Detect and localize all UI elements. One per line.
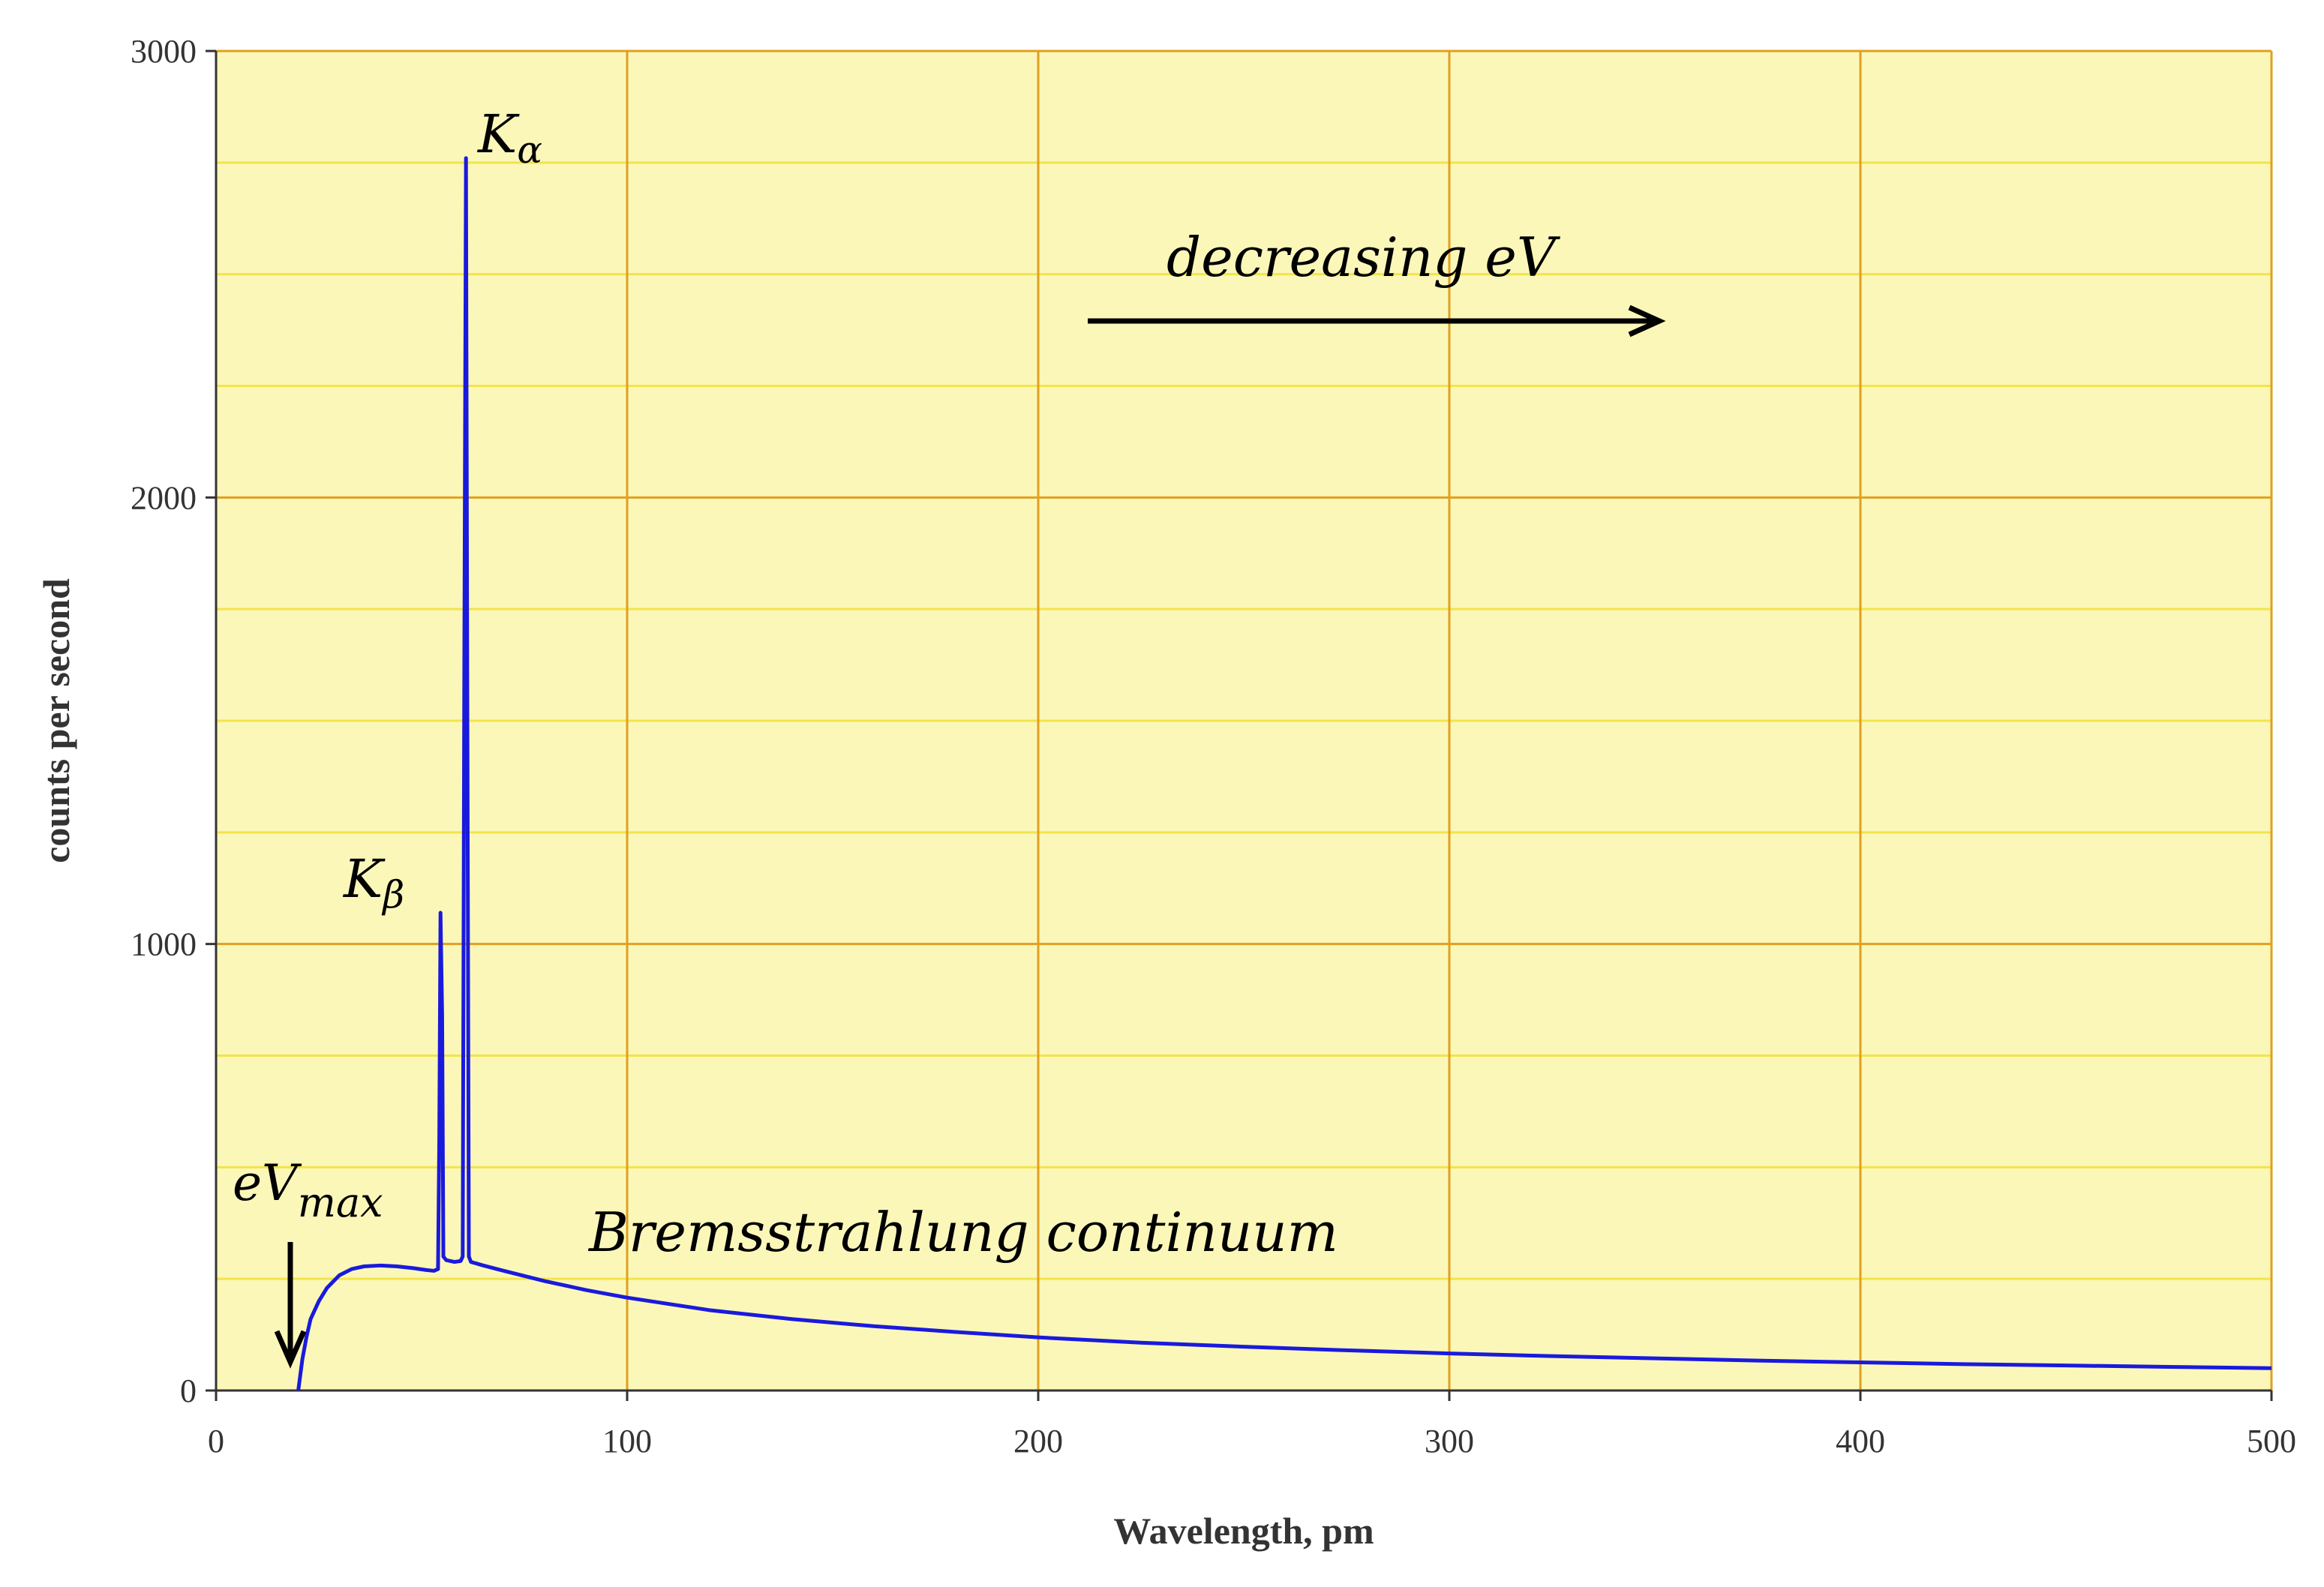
y-tick-label: 0 [180,1372,197,1409]
ev-max-label: eVmax [233,1154,383,1226]
x-axis-title: Wavelength, pm [1113,1510,1374,1552]
tick-labels: 0 100 200 300 400 500 0 1000 2000 3000 [131,33,2296,1460]
series-line-0 [296,156,2272,1391]
x-tick-label: 0 [208,1423,224,1460]
k-beta-symbol: K [342,848,386,910]
y-tick-label: 3000 [131,33,197,70]
ev-max-subscript: max [298,1179,383,1226]
y-tick-label: 1000 [131,926,197,963]
x-tick-label: 200 [1013,1423,1063,1460]
decreasing-ev-label: decreasing eV [1167,226,1561,289]
k-alpha-subscript: α [517,128,542,172]
grid-lines [216,50,2273,1390]
k-beta-subscript: β [381,873,404,916]
y-axis-title: counts per second [35,578,77,863]
ev-max-arrow [274,1242,307,1369]
decreasing-ev-arrow [1088,304,1666,338]
x-tick-label: 100 [602,1423,652,1460]
k-alpha-label: Kα [476,104,542,172]
k-beta-label: Kβ [342,848,404,916]
axes [206,50,2273,1401]
y-tick-label: 2000 [131,479,197,516]
x-tick-label: 500 [2247,1423,2296,1460]
k-alpha-symbol: K [476,104,520,165]
series-layer [296,156,2272,1391]
bremsstrahlung-label: Bremsstrahlung continuum [587,1201,1338,1264]
x-tick-label: 300 [1425,1423,1474,1460]
x-tick-label: 400 [1836,1423,1885,1460]
ev-max-symbol: eV [233,1154,302,1212]
